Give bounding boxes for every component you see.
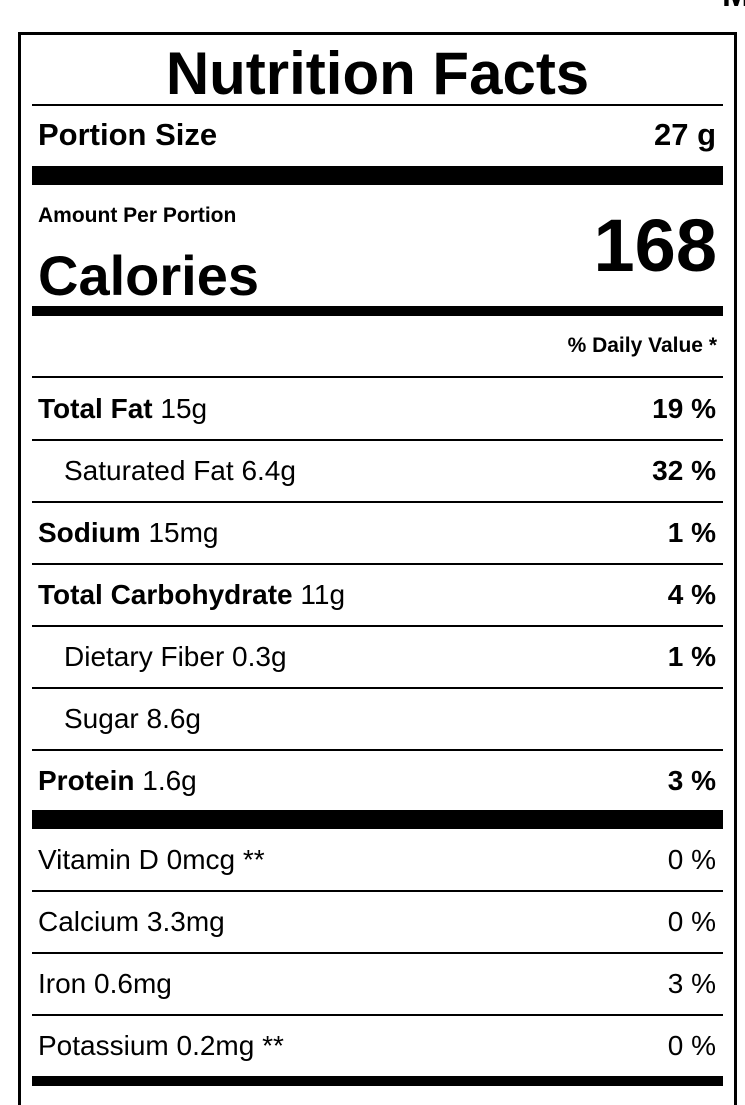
nutrient-row: Sugar 8.6g: [32, 688, 723, 750]
daily-value: 3 %: [667, 968, 716, 999]
nutrient-amount: 0.2mg **: [176, 1030, 284, 1061]
rule: [32, 625, 723, 627]
nutrient-amount: 0.6mg: [94, 968, 172, 999]
nutrient-label: Calcium 3.3mg: [38, 906, 225, 938]
rule: [32, 501, 723, 503]
rule: [32, 890, 723, 892]
nutrient-amount: 1.6g: [142, 765, 197, 796]
nutrient-row: Total Fat 15g 19 %: [32, 378, 723, 440]
amount-label: Amount Per Portion: [38, 204, 237, 227]
nutrient-label: Saturated Fat 6.4g: [64, 455, 296, 487]
medium-rule: [32, 306, 723, 316]
nutrient-label: Potassium 0.2mg **: [38, 1030, 284, 1062]
nutrient-row: Potassium 0.2mg ** 0 %: [32, 1015, 723, 1077]
nutrient-name: Protein: [38, 765, 135, 796]
daily-value: 0 %: [667, 1030, 716, 1061]
daily-value: 1 %: [667, 517, 716, 548]
daily-value: 3 %: [667, 765, 716, 796]
nutrient-name: Calcium: [38, 906, 140, 937]
nutrient-amount: 15g: [160, 393, 208, 424]
nutrient-name: Total Carbohydrate: [38, 579, 293, 610]
daily-value: 0 %: [667, 906, 716, 937]
thick-rule: [32, 166, 723, 185]
rule: [32, 439, 723, 441]
nutrient-row: Saturated Fat 6.4g 32 %: [32, 440, 723, 502]
nutrient-name: Total Fat: [38, 393, 153, 424]
nutrient-name: Sugar: [64, 703, 139, 734]
daily-value-header: % Daily Value *: [567, 334, 717, 357]
nutrient-amount: 15mg: [148, 517, 219, 548]
calories-label: Calories: [38, 244, 259, 307]
label-frame: [18, 32, 737, 1105]
nutrient-amount: 8.6g: [146, 703, 202, 734]
corner-text: M: [722, 0, 745, 15]
daily-value: 0 %: [667, 844, 716, 875]
nutrient-row: Calcium 3.3mg 0 %: [32, 891, 723, 953]
thick-rule: [32, 810, 723, 829]
label-title: Nutrition Facts: [165, 40, 590, 107]
portion-value: 27 g: [653, 117, 716, 152]
daily-value: 19 %: [652, 393, 716, 424]
nutrient-name: Saturated Fat: [64, 455, 234, 486]
nutrient-row: Dietary Fiber 0.3g 1 %: [32, 626, 723, 688]
nutrient-label: Total Fat 15g: [38, 393, 207, 425]
nutrient-label: Sodium 15mg: [38, 517, 219, 549]
nutrient-label: Protein 1.6g: [38, 765, 197, 797]
portion-label: Portion Size: [38, 117, 218, 152]
calories-value: 168: [593, 204, 717, 287]
nutrient-row: Vitamin D 0mcg ** 0 %: [32, 829, 723, 891]
daily-value: 1 %: [667, 641, 716, 672]
nutrient-label: Total Carbohydrate 11g: [38, 579, 345, 611]
rule: [32, 952, 723, 954]
nutrient-label: Sugar 8.6g: [64, 703, 201, 735]
rule: [32, 1014, 723, 1016]
medium-rule: [32, 1076, 723, 1086]
nutrient-name: Sodium: [38, 517, 141, 548]
rule: [32, 749, 723, 751]
nutrient-label: Vitamin D 0mcg **: [38, 844, 265, 876]
daily-value: 32 %: [652, 455, 716, 486]
nutrient-name: Dietary Fiber: [64, 641, 225, 672]
nutrient-row: Total Carbohydrate 11g 4 %: [32, 564, 723, 626]
nutrient-amount: 11g: [300, 579, 346, 610]
nutrient-amount: 0.3g: [232, 641, 287, 672]
nutrient-label: Iron 0.6mg: [38, 968, 172, 1000]
nutrient-label: Dietary Fiber 0.3g: [64, 641, 287, 673]
rule: [32, 687, 723, 689]
nutrient-row: Sodium 15mg 1 %: [32, 502, 723, 564]
daily-value: 4 %: [667, 579, 716, 610]
nutrient-name: Iron: [38, 968, 87, 999]
nutrient-name: Vitamin D: [38, 844, 159, 875]
nutrient-row: Protein 1.6g 3 %: [32, 750, 723, 812]
nutrient-amount: 6.4g: [241, 455, 296, 486]
nutrient-name: Potassium: [38, 1030, 169, 1061]
rule: [32, 563, 723, 565]
nutrient-amount: 0mcg **: [166, 844, 265, 875]
rule: [32, 104, 723, 106]
nutrient-amount: 3.3mg: [146, 906, 225, 937]
rule: [32, 376, 723, 378]
nutrient-row: Iron 0.6mg 3 %: [32, 953, 723, 1015]
